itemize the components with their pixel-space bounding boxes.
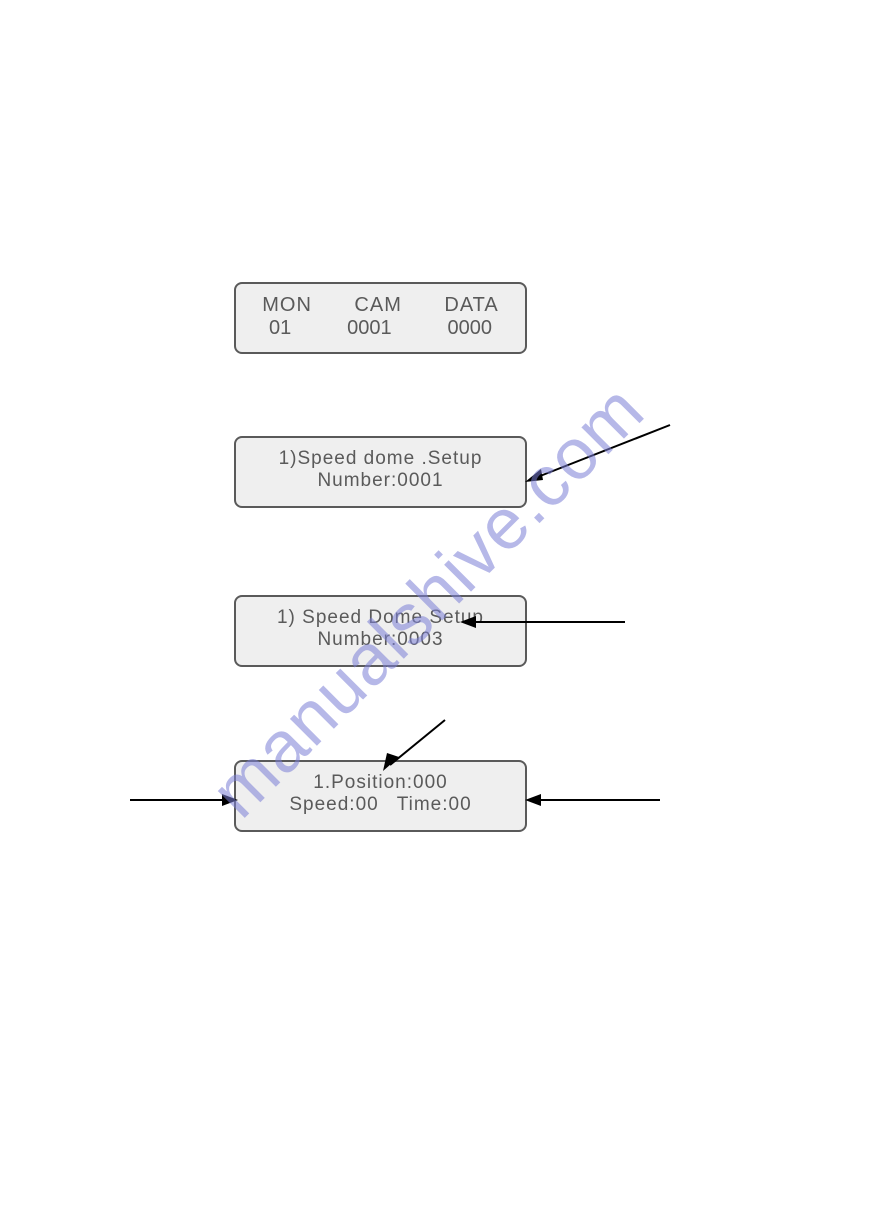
- col3-label: DATA: [444, 294, 498, 317]
- display-box-header: MON CAM DATA 01 0001 0000: [234, 282, 527, 354]
- display-box-setup-1: 1)Speed dome .Setup Number:0001: [234, 436, 527, 508]
- arrow-top-to-box4: [375, 715, 455, 775]
- box2-line1: 1)Speed dome .Setup: [256, 448, 505, 470]
- box4-speed: Speed:00: [289, 794, 378, 816]
- box3-line2: Number:0003: [256, 629, 505, 651]
- col1-value: 01: [269, 317, 291, 340]
- arrow-right-to-box4: [525, 790, 665, 810]
- box4-line1: 1.Position:000: [256, 772, 505, 794]
- box2-line2: Number:0001: [256, 470, 505, 492]
- col2-value: 0001: [347, 317, 392, 340]
- arrow-to-box3: [460, 612, 630, 632]
- arrow-to-box2: [525, 420, 675, 490]
- arrow-left-to-box4: [130, 790, 240, 810]
- col2-label: CAM: [354, 294, 401, 317]
- col1-label: MON: [262, 294, 312, 317]
- box4-time: Time:00: [397, 794, 472, 816]
- col3-value: 0000: [448, 317, 493, 340]
